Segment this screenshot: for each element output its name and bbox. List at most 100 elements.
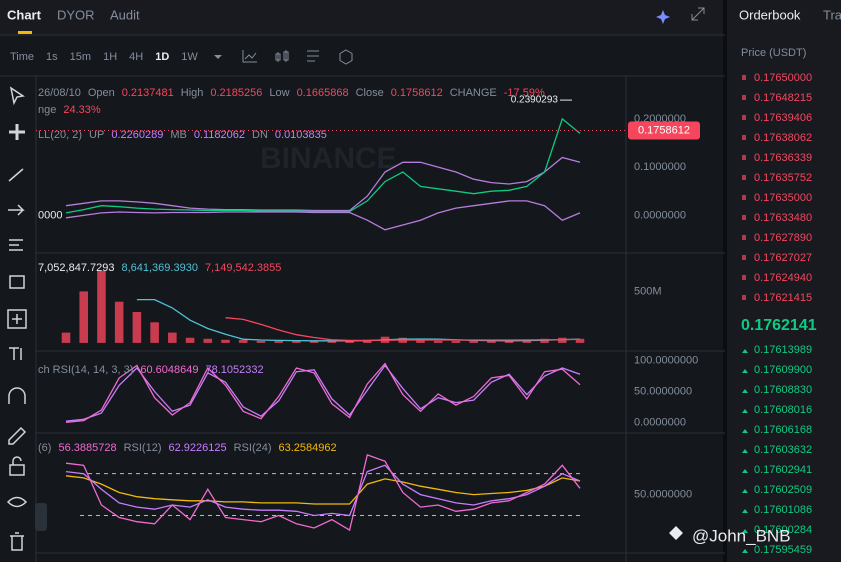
delete-tool[interactable]: [10, 532, 24, 551]
bid-price: 0.17601086: [754, 504, 812, 516]
high-label: 0.2390293: [511, 95, 559, 106]
line-tool[interactable]: [8, 168, 24, 182]
watermark-logo: [669, 526, 683, 540]
ask-price: 0.17639406: [754, 112, 812, 124]
volume-bar: [61, 332, 71, 343]
ask-marker: [742, 75, 746, 80]
volume-bar: [451, 340, 461, 343]
legend-text: UP: [89, 129, 104, 141]
volume-bar: [469, 340, 478, 343]
volume-bar: [416, 339, 425, 343]
y-tick-label: 50.0000000: [634, 488, 692, 500]
volume-bar: [345, 340, 354, 343]
bid-marker: [742, 509, 748, 513]
series-line: [65, 362, 581, 424]
bid-marker: [742, 529, 748, 533]
ask-price: 0.17633480: [754, 212, 812, 224]
tab[interactable]: DYOR: [57, 7, 95, 22]
column-header: Price (USDT): [741, 47, 806, 59]
volume-bar: [97, 270, 106, 343]
volume-bar: [185, 337, 195, 343]
tab[interactable]: Chart: [7, 7, 42, 22]
volume-bar: [309, 340, 319, 343]
legend-text: Close: [356, 87, 384, 99]
ask-price: 0.17648215: [754, 92, 812, 104]
ask-price: 0.17635752: [754, 172, 812, 184]
legend-text: 0.1182062: [194, 129, 245, 141]
measure-tool[interactable]: [7, 309, 27, 329]
ask-price: 0.17621415: [754, 292, 812, 304]
interval[interactable]: 1W: [181, 51, 198, 63]
volume-bar: [363, 339, 372, 343]
y-tick-label: 100.0000000: [634, 354, 698, 366]
collapse-button[interactable]: [35, 503, 47, 531]
ask-price: 0.17638062: [754, 132, 812, 144]
orderbook-tab[interactable]: Orderbook: [739, 7, 801, 22]
legend-text: 7,052,847.7293: [38, 262, 114, 274]
ai-icon[interactable]: [656, 10, 670, 24]
bid-price: 0.17608016: [754, 404, 812, 416]
legend-text: -17.59%: [504, 87, 545, 99]
bid-price: 0.17603632: [754, 444, 812, 456]
fib-tool[interactable]: [9, 239, 23, 251]
trades-tab[interactable]: Tra: [823, 7, 841, 22]
ask-marker: [742, 235, 746, 240]
legend-text: (6): [38, 442, 51, 454]
dropdown[interactable]: [214, 55, 222, 59]
interval[interactable]: 1s: [46, 51, 58, 63]
draw-mode-tool[interactable]: [8, 426, 27, 445]
volume-bar: [522, 339, 532, 343]
tab-underline: [18, 31, 32, 34]
y-tick-label: 50.0000000: [634, 385, 692, 397]
template-icon[interactable]: [307, 50, 319, 62]
crosshair-tool[interactable]: [9, 124, 25, 140]
ask-price: 0.17627890: [754, 232, 812, 244]
legend-text: Open: [88, 87, 115, 99]
interval[interactable]: 4H: [129, 51, 143, 63]
series-line: [65, 364, 581, 422]
last-price-box: [628, 121, 700, 140]
indicator-icon[interactable]: [242, 50, 257, 63]
bid-marker: [742, 449, 748, 453]
legend-text: 8,641,369.3930: [121, 262, 197, 274]
legend-text: 0.2185256: [210, 87, 262, 99]
interval[interactable]: 1H: [103, 51, 117, 63]
arrow-tool[interactable]: [8, 204, 25, 216]
legend-text: Low: [269, 87, 289, 99]
settings-icon[interactable]: [339, 49, 353, 65]
bid-marker: [742, 469, 748, 473]
bid-price: 0.17595459: [754, 544, 812, 556]
tab[interactable]: Audit: [110, 7, 140, 22]
lock-tool[interactable]: [9, 456, 25, 476]
legend-text: 7,149,542.3855: [205, 262, 281, 274]
brand-watermark: BINANCE: [260, 142, 397, 175]
legend-text: 78.1052332: [206, 364, 264, 376]
interval[interactable]: 1D: [155, 51, 169, 63]
orderbook: Orderbook Tra Price (USDT) 0.17650000 0.1764…: [739, 7, 841, 555]
ask-marker: [742, 275, 746, 280]
ask-marker: [742, 95, 746, 100]
interval-bar: Time 1s 15m 1H 4H 1D 1W: [10, 51, 198, 63]
ask-marker: [742, 255, 746, 260]
series-line: [65, 156, 581, 212]
y-tick-label: 0.1000000: [634, 161, 686, 173]
legend-text: MB: [170, 129, 187, 141]
expand-icon[interactable]: [691, 7, 705, 21]
bid-price: 0.17613989: [754, 344, 812, 356]
legend-text: 0.0103835: [275, 129, 327, 141]
candle-icon[interactable]: [275, 50, 289, 62]
visibility-tool[interactable]: [6, 496, 28, 508]
cursor-tool[interactable]: [9, 86, 25, 106]
bid-marker: [742, 409, 748, 413]
top-bar: [0, 0, 725, 35]
text-tool[interactable]: [9, 347, 22, 360]
volume-bar: [168, 332, 177, 343]
ask-price: 0.17624940: [754, 272, 812, 284]
interval[interactable]: 15m: [70, 51, 91, 63]
legend-text: 0.1758612: [391, 87, 443, 99]
pattern-tool[interactable]: [9, 275, 25, 289]
magnet-tool[interactable]: [8, 387, 26, 404]
interval: Time: [10, 51, 34, 63]
y-tick-label: 500M: [634, 285, 662, 297]
